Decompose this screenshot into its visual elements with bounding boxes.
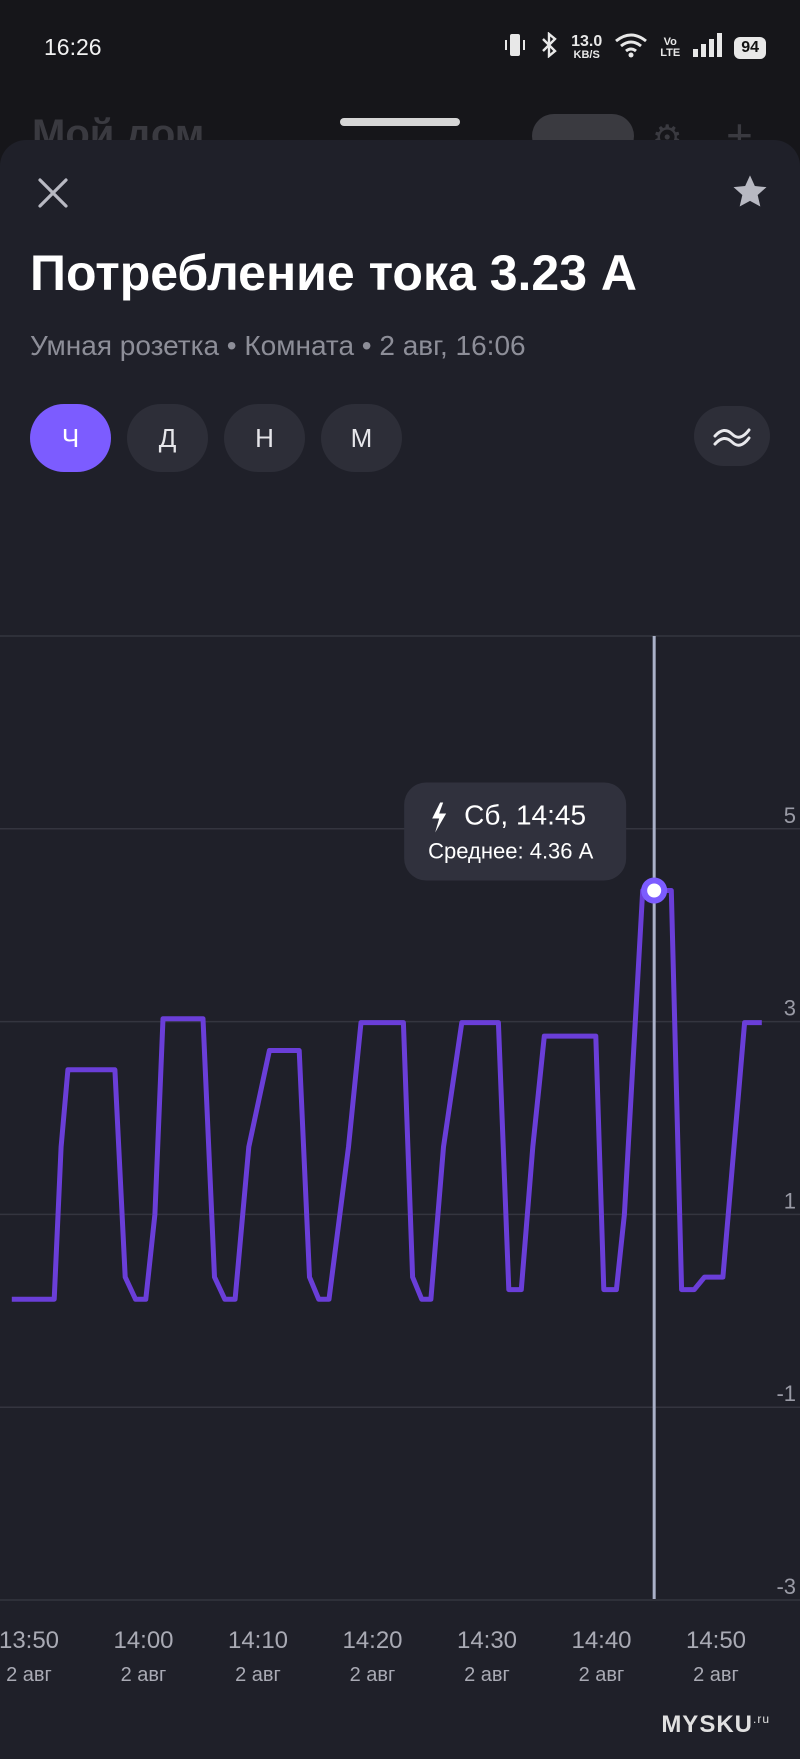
current-chart[interactable]: 5 3 1 -1 -3 13:50 2 авг 14:00 2 авг 14:10 2 авг 14…: [0, 476, 800, 1759]
lightning-icon: [432, 802, 447, 833]
x-tick-date: 2 авг: [464, 1664, 510, 1686]
wifi-icon: [614, 32, 648, 63]
x-tick-time: 13:50: [0, 1627, 59, 1654]
x-tick-date: 2 авг: [121, 1664, 167, 1686]
page-title: Потребление тока 3.23 А: [30, 245, 638, 301]
close-icon: [38, 178, 68, 208]
status-icons: 13.0 KB/S Vo LTE 94: [503, 31, 766, 63]
period-tab-hour[interactable]: Ч: [30, 404, 111, 472]
status-time: 16:26: [44, 34, 102, 60]
wave-icon: [713, 428, 751, 447]
y-tick-label: -3: [776, 1574, 796, 1599]
tooltip-label: Сб, 14:45: [464, 799, 586, 830]
x-tick-time: 14:20: [342, 1627, 402, 1654]
x-tick-time: 14:00: [113, 1627, 173, 1654]
net-speed: 13.0 KB/S: [571, 33, 603, 61]
y-tick-label: -1: [776, 1381, 796, 1406]
y-tick-label: 1: [784, 1188, 796, 1213]
chart-tooltip: Сб, 14:45 Среднее: 4.36 А: [404, 782, 627, 881]
x-tick-time: 14:30: [457, 1627, 517, 1654]
star-icon: [733, 175, 767, 207]
tooltip-value: Среднее: 4.36 А: [428, 838, 593, 863]
close-button[interactable]: [30, 170, 76, 216]
y-tick-label: 3: [784, 996, 796, 1021]
sheet-drag-handle[interactable]: [340, 118, 460, 126]
period-tabs: Ч Д Н М: [30, 404, 402, 472]
signal-icon: [692, 33, 723, 62]
bluetooth-icon: [539, 31, 559, 63]
x-tick-date: 2 авг: [235, 1664, 281, 1686]
period-tab-week[interactable]: Н: [224, 404, 305, 472]
x-tick-time: 14:50: [686, 1627, 746, 1654]
device-subtitle: Умная розетка • Комната • 2 авг, 16:06: [30, 330, 526, 361]
x-tick-date: 2 авг: [693, 1664, 739, 1686]
chart-style-button[interactable]: [694, 406, 770, 466]
watermark: MYSKU.ru: [661, 1711, 770, 1738]
period-tab-month[interactable]: М: [321, 404, 402, 472]
x-tick-time: 14:40: [571, 1627, 631, 1654]
x-tick-date: 2 авг: [6, 1664, 52, 1686]
status-bar: 16:26 13.0 KB/S Vo LTE 94: [0, 0, 800, 96]
network-type: Vo LTE: [660, 35, 681, 59]
series-line: [11, 888, 762, 1302]
period-tab-day[interactable]: Д: [127, 404, 208, 472]
chart-cursor-point[interactable]: [641, 877, 668, 904]
vibrate-icon: [503, 32, 527, 63]
x-tick-date: 2 авг: [350, 1664, 396, 1686]
bottom-sheet: Потребление тока 3.23 А Умная розетка • …: [0, 140, 800, 1759]
battery-icon: 94: [734, 36, 766, 59]
x-tick-time: 14:10: [228, 1627, 288, 1654]
x-tick-date: 2 авг: [579, 1664, 625, 1686]
favorite-button[interactable]: [726, 168, 774, 216]
y-tick-label: 5: [784, 803, 796, 828]
